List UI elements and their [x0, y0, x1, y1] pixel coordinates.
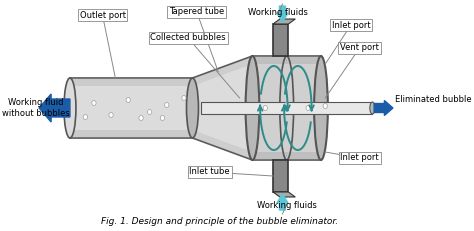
- FancyArrow shape: [277, 194, 288, 210]
- Ellipse shape: [182, 95, 186, 100]
- Ellipse shape: [164, 103, 169, 107]
- Ellipse shape: [92, 100, 96, 106]
- Ellipse shape: [64, 78, 76, 138]
- Ellipse shape: [126, 97, 130, 103]
- Ellipse shape: [186, 78, 199, 138]
- Text: Inlet port: Inlet port: [340, 154, 379, 162]
- Text: Working fluids: Working fluids: [257, 201, 317, 210]
- Ellipse shape: [370, 102, 375, 114]
- Text: Working fluids: Working fluids: [248, 8, 308, 17]
- Ellipse shape: [314, 56, 328, 160]
- Bar: [70, 130, 192, 138]
- Text: Inlet tube: Inlet tube: [189, 167, 230, 176]
- Bar: [70, 78, 192, 138]
- Bar: [273, 160, 289, 192]
- Ellipse shape: [109, 112, 113, 118]
- Bar: [70, 78, 192, 86]
- Text: Fig. 1. Design and principle of the bubble eliminator.: Fig. 1. Design and principle of the bubb…: [101, 217, 338, 226]
- Bar: [253, 56, 321, 64]
- Text: Collected bubbles: Collected bubbles: [150, 33, 226, 43]
- FancyArrow shape: [39, 94, 70, 122]
- Bar: [253, 56, 321, 160]
- Ellipse shape: [284, 103, 289, 107]
- FancyArrow shape: [277, 6, 288, 22]
- Text: Eliminated bubble: Eliminated bubble: [395, 95, 471, 104]
- Ellipse shape: [83, 115, 88, 119]
- FancyArrow shape: [374, 100, 393, 116]
- Bar: [273, 24, 289, 56]
- Text: Outlet port: Outlet port: [80, 10, 126, 19]
- Ellipse shape: [306, 106, 310, 110]
- Polygon shape: [273, 192, 295, 197]
- Text: Working fluid
without bubbles: Working fluid without bubbles: [2, 98, 70, 118]
- Polygon shape: [273, 19, 295, 24]
- Bar: [253, 152, 321, 160]
- Polygon shape: [192, 56, 253, 160]
- Polygon shape: [192, 56, 253, 86]
- Ellipse shape: [139, 116, 143, 121]
- Ellipse shape: [147, 109, 152, 115]
- Ellipse shape: [160, 116, 164, 121]
- Ellipse shape: [246, 56, 259, 160]
- Text: Vent port: Vent port: [340, 43, 379, 52]
- Ellipse shape: [263, 106, 267, 110]
- Text: Inlet port: Inlet port: [332, 21, 370, 30]
- Bar: [201, 102, 373, 114]
- Ellipse shape: [323, 103, 328, 109]
- Text: Tapered tube: Tapered tube: [169, 7, 224, 16]
- Polygon shape: [192, 130, 253, 160]
